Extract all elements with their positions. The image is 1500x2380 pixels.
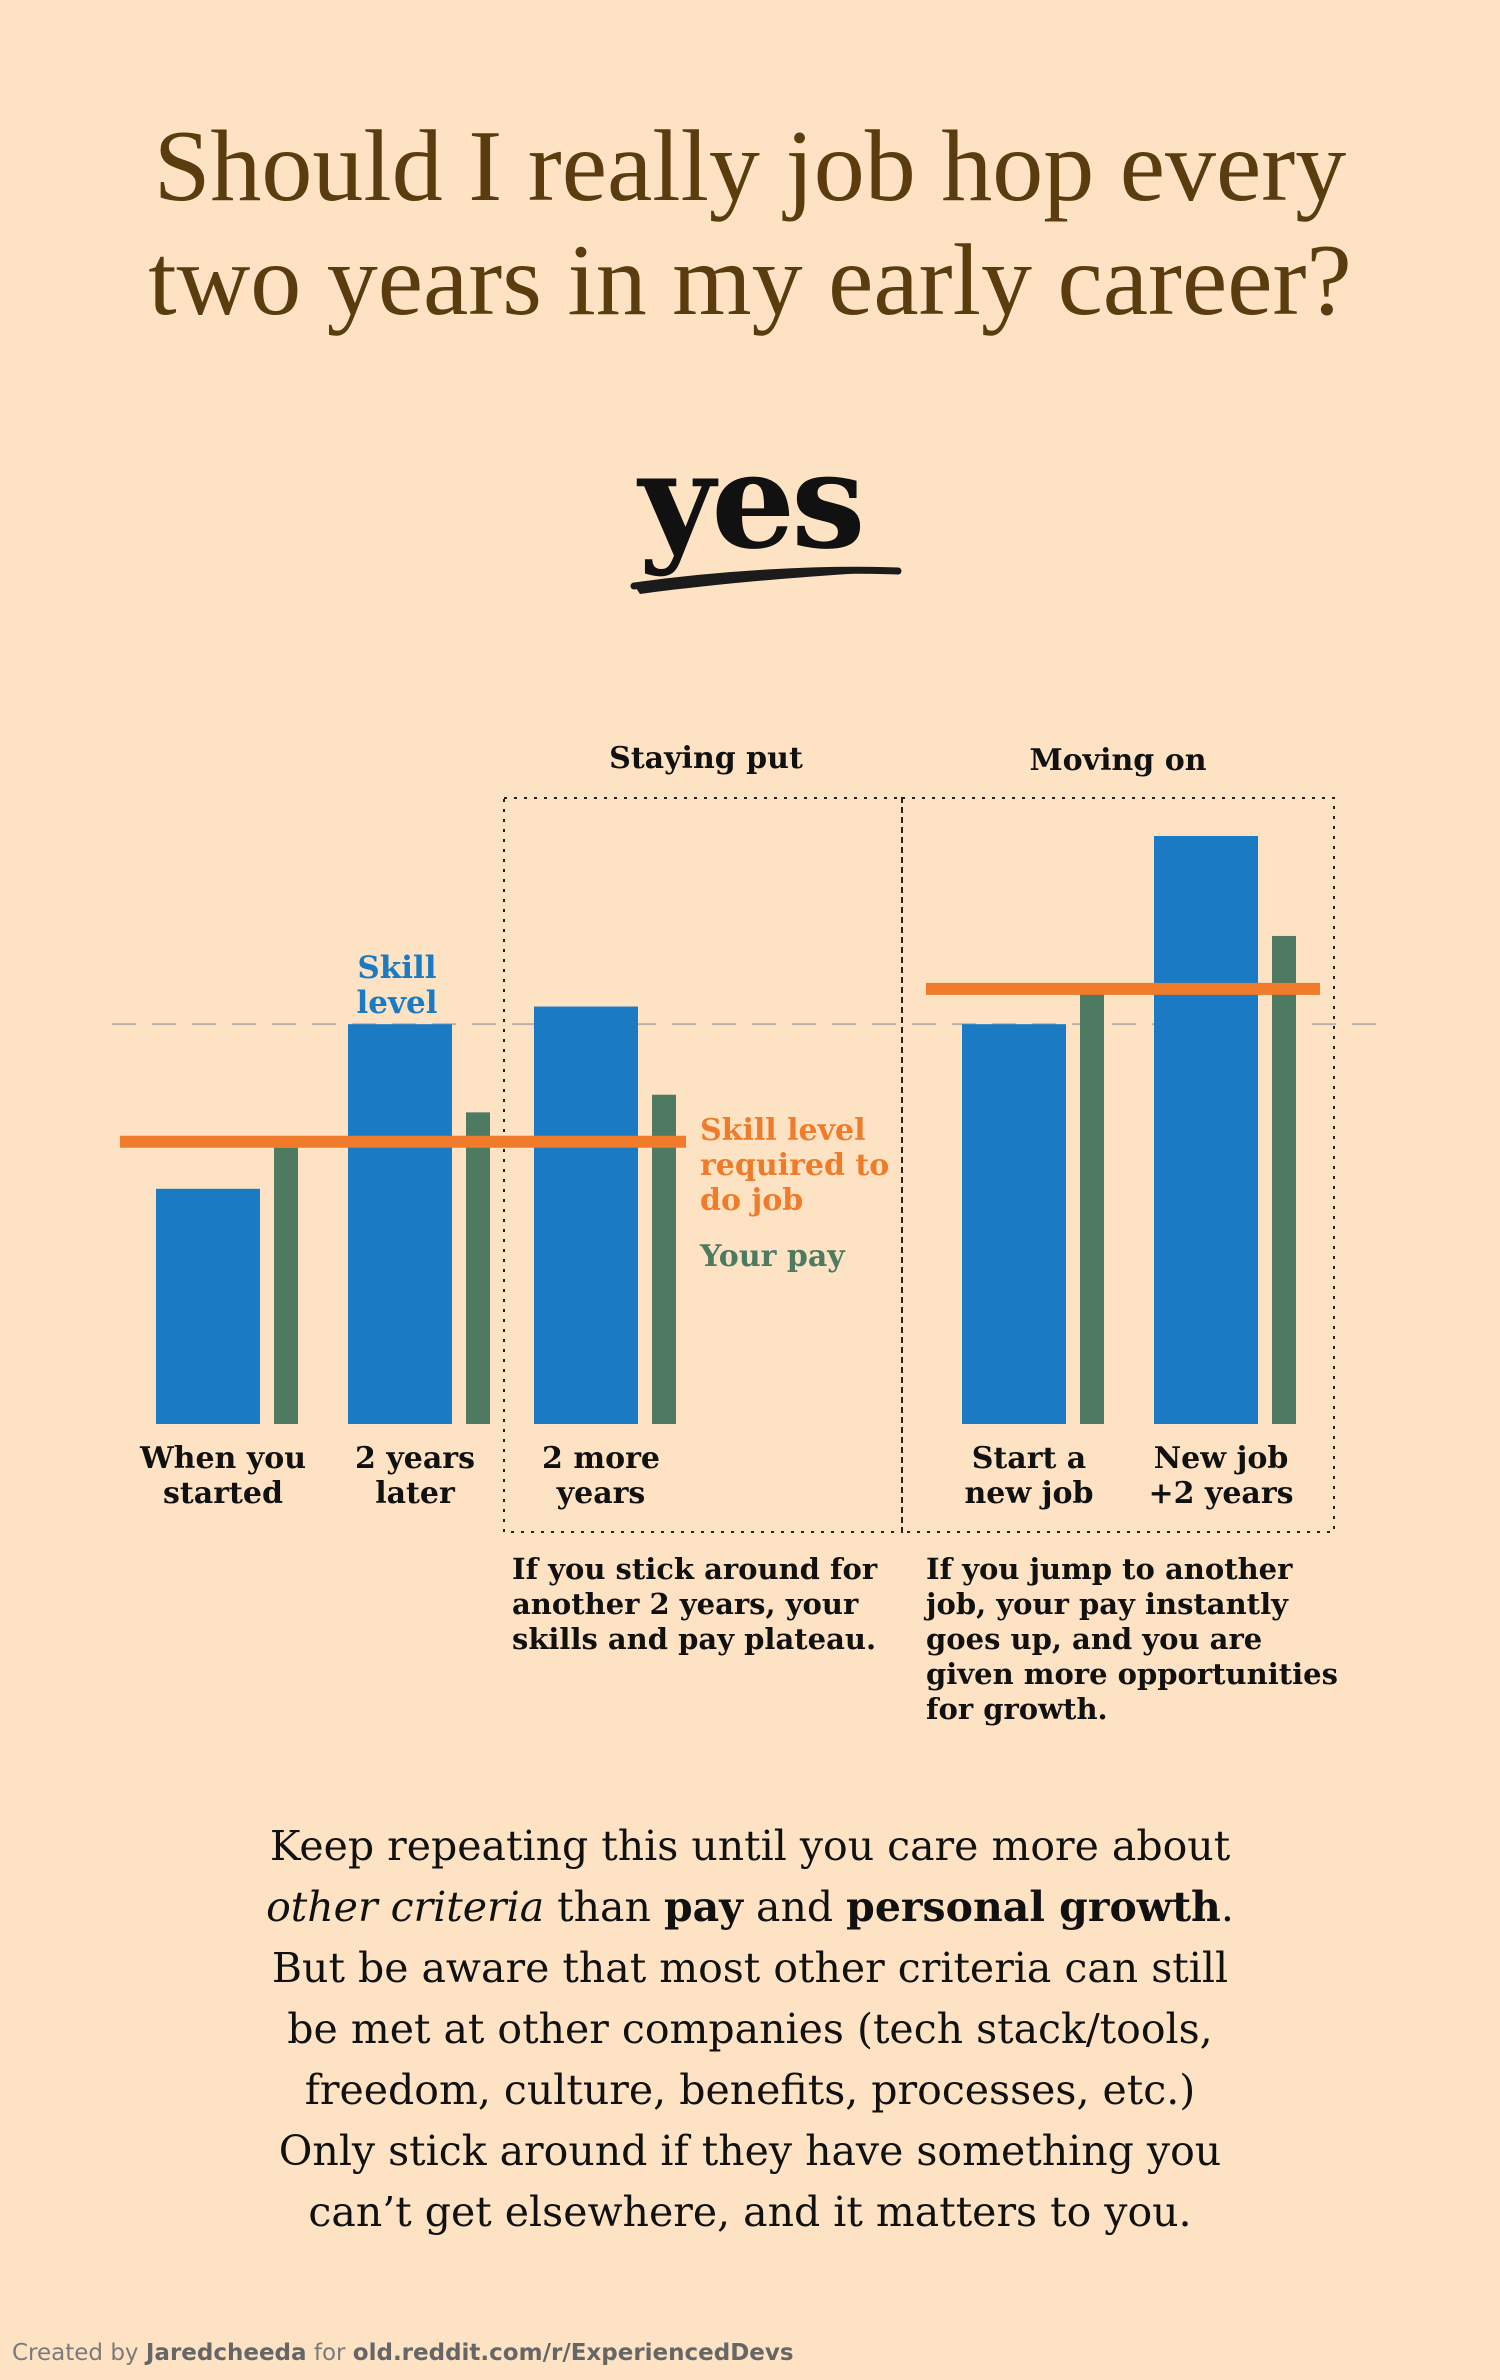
footer-credit: Created by Jaredcheeda for old.reddit.co… [12, 2340, 794, 2366]
caption-line: goes up, and you are [926, 1622, 1263, 1656]
category-label-5: New job [1154, 1441, 1289, 1476]
caption-line: another 2 years, your [512, 1587, 859, 1621]
group-label-moving-on: Moving on [1029, 743, 1206, 778]
required-skill-label: Skill level [700, 1113, 865, 1148]
other-criteria-text: other criteria [266, 1883, 545, 1931]
caption-line: given more opportunities [926, 1657, 1338, 1691]
footer-site-link[interactable]: old.reddit.com/r/ExperiencedDevs [352, 2340, 794, 2366]
skill-bar-5 [1154, 836, 1258, 1424]
staying-put-box [503, 797, 903, 1533]
category-label-2: 2 years [355, 1441, 475, 1476]
conclusion-mid-2: and [743, 1883, 847, 1931]
conclusion-line-1: Keep repeating this until you care more … [269, 1822, 1231, 1870]
footer-created-by: Created by [12, 2340, 139, 2366]
skill-level-label: level [356, 985, 437, 1021]
category-label-4: Start a [972, 1441, 1087, 1476]
category-label-1: started [163, 1476, 283, 1511]
conclusion-text: Keep repeating this until you care more … [150, 1816, 1350, 2243]
category-label-3: years [556, 1476, 646, 1511]
pay-bar-1 [274, 1147, 298, 1424]
title-line-1: Should I really job hop every [153, 110, 1347, 223]
category-label-5: +2 years [1148, 1476, 1293, 1511]
conclusion-end: . [1220, 1883, 1234, 1931]
pay-bar-5 [1272, 935, 1296, 1424]
conclusion-line-7: can’t get elsewhere, and it matters to y… [308, 2188, 1192, 2236]
your-pay-label: Your pay [699, 1239, 846, 1274]
conclusion-line-2: other criteria than pay and personal gro… [150, 1877, 1350, 1938]
skill-level-label: Skill [357, 950, 436, 986]
category-label-4: new job [964, 1476, 1093, 1511]
skill-bar-2 [348, 1024, 452, 1424]
caption-line: If you stick around for [512, 1552, 878, 1586]
moving-on-box [901, 797, 1335, 1533]
pay-bar-2 [466, 1112, 490, 1424]
pay-text: pay [663, 1883, 743, 1931]
caption-line: job, your pay instantly [926, 1587, 1288, 1621]
required-skill-label: required to [700, 1148, 889, 1183]
required-skill-label: do job [700, 1183, 803, 1218]
conclusion-mid-1: than [544, 1883, 664, 1931]
title-line-2: two years in my early career? [148, 224, 1352, 337]
conclusion-line-3: But be aware that most other criteria ca… [271, 1944, 1229, 1992]
answer-yes: yes [638, 424, 866, 579]
pay-bar-4 [1080, 988, 1104, 1424]
caption-line: for growth. [926, 1692, 1108, 1726]
group-label-staying-put: Staying put [609, 741, 803, 776]
skill-bar-1 [156, 1188, 260, 1424]
footer-author[interactable]: Jaredcheeda [145, 2340, 307, 2366]
conclusion-line-4: be met at other companies (tech stack/to… [287, 2005, 1213, 2053]
category-label-3: 2 more [542, 1441, 660, 1476]
conclusion-line-6: Only stick around if they have something… [278, 2127, 1222, 2175]
caption-moving-on: If you jump to another job, your pay inst… [926, 1552, 1338, 1727]
personal-growth-text: personal growth [846, 1883, 1221, 1931]
caption-line: skills and pay plateau. [512, 1622, 877, 1656]
yes-underline-stroke [630, 566, 902, 590]
page-title: Should I really job hop every two years … [0, 110, 1500, 338]
pay-bar-3 [652, 1094, 676, 1424]
category-label-1: When you [139, 1441, 306, 1476]
category-label-2: later [375, 1476, 456, 1511]
skill-bar-4 [962, 1024, 1066, 1424]
conclusion-line-5: freedom, culture, benefits, processes, e… [304, 2066, 1196, 2114]
footer-for: for [313, 2340, 346, 2366]
caption-staying-put: If you stick around for another 2 years, … [512, 1552, 877, 1657]
skill-bar-3 [534, 1006, 638, 1424]
caption-line: If you jump to another [926, 1552, 1293, 1586]
